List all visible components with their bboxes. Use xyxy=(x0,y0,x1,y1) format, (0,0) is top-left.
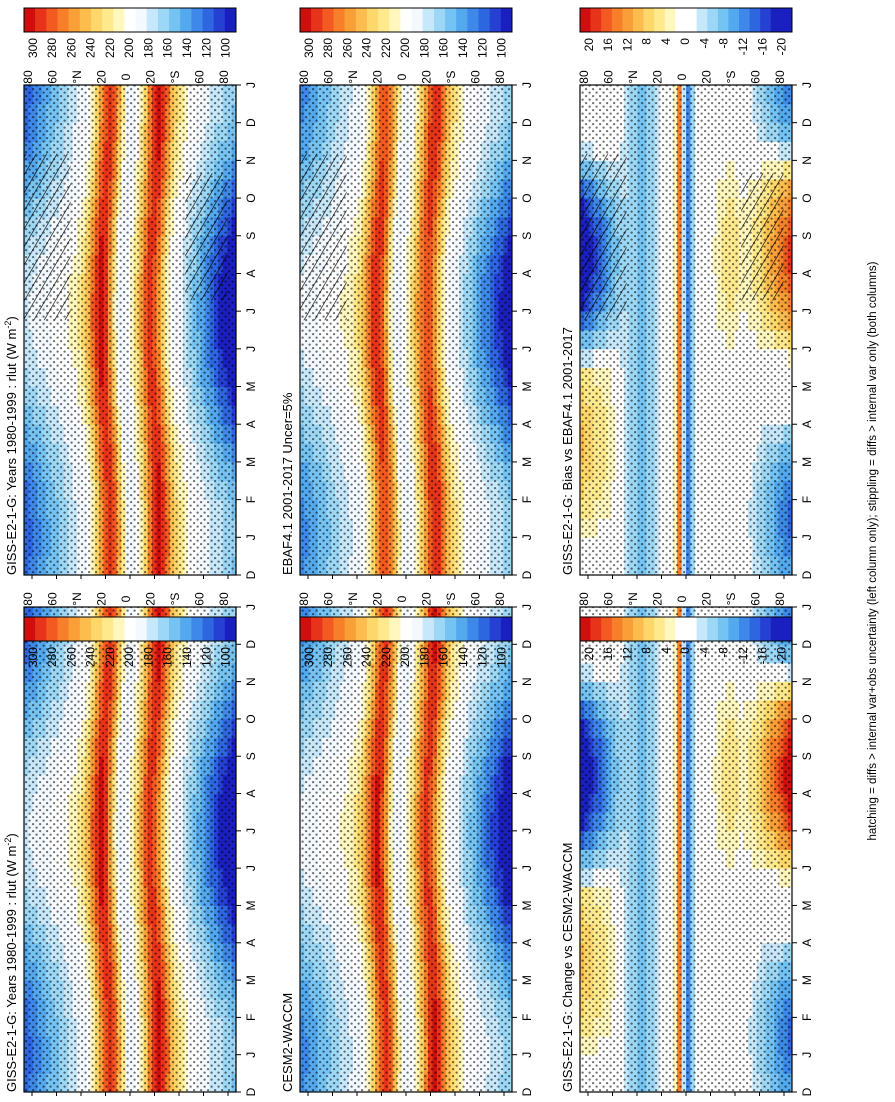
month-tick-label: J xyxy=(244,82,258,88)
panel-title-text: GISS-E2-1-G: Years 1980-1999 : rlut (W m xyxy=(4,846,19,1092)
panel-title: GISS-E2-1-G: Years 1980-1999 : rlut (W m… xyxy=(3,316,19,575)
month-tick-label: M xyxy=(520,457,534,467)
month-tick-label: D xyxy=(520,570,534,579)
lat-tick-label: 60 xyxy=(193,70,207,84)
lat-tick-label: 80 xyxy=(297,70,311,84)
panel-title-suffix: ) xyxy=(4,833,19,837)
month-tick-label: N xyxy=(244,677,258,686)
month-tick-label: J xyxy=(520,82,534,88)
month-tick-label: J xyxy=(244,308,258,314)
hatching-north xyxy=(24,153,71,321)
month-tick-label: O xyxy=(244,714,258,723)
month-tick-label: D xyxy=(244,1087,258,1096)
lat-tick-label: 80 xyxy=(217,70,231,84)
lat-tick-label: 60 xyxy=(46,70,60,84)
month-tick-label: J xyxy=(520,534,534,540)
lat-tick-label: 60 xyxy=(469,70,483,84)
lat-tick-label: 80 xyxy=(493,70,507,84)
month-tick-label: S xyxy=(520,232,534,240)
month-tick-label: J xyxy=(520,308,534,314)
month-tick-label: D xyxy=(520,118,534,127)
lat-tick-label: 60 xyxy=(322,70,336,84)
month-tick-label: A xyxy=(520,269,534,277)
lat-tick-label: 20 xyxy=(95,592,109,606)
panel-title: GISS-E2-1-G: Years 1980-1999 : rlut (W m… xyxy=(3,833,19,1092)
lat-tick-label: 80 xyxy=(21,592,35,606)
month-tick-label: D xyxy=(244,640,258,649)
heatmap-panel: D J F M A M J J A S O N D J 80 60 °N 20 0 20 °S 60 80 EBAF4.1 2… xyxy=(280,70,534,579)
lat-tick-label: 80 xyxy=(217,592,231,606)
month-tick-label: J xyxy=(520,346,534,352)
month-tick-label: J xyxy=(244,865,258,871)
lat-tick-label: °N xyxy=(70,70,84,83)
lat-tick-label: 80 xyxy=(21,70,35,84)
month-tick-label: J xyxy=(244,534,258,540)
panel-title-text: GISS-E2-1-G: Years 1980-1999 : rlut (W m xyxy=(4,329,19,575)
month-tick-label: A xyxy=(244,790,258,798)
month-tick-label: M xyxy=(244,457,258,467)
month-tick-label: S xyxy=(244,752,258,760)
month-tick-label: A xyxy=(520,420,534,428)
stippling xyxy=(24,607,236,1092)
month-tick-label: J xyxy=(244,604,258,610)
month-tick-label: N xyxy=(520,156,534,165)
lat-tick-label: 0 xyxy=(395,73,409,80)
heatmap-panel: D J F M A M J J A S O N D J 80 60 °N 20 0 20 °S 60 80 GISS-E2-1… xyxy=(3,70,258,579)
lat-tick-label: 60 xyxy=(193,592,207,606)
month-tick-label: J xyxy=(244,346,258,352)
month-tick-label: F xyxy=(244,496,258,503)
month-tick-label: O xyxy=(520,193,534,202)
month-tick-label: A xyxy=(244,269,258,277)
month-tick-label: N xyxy=(244,156,258,165)
month-tick-label: F xyxy=(244,1014,258,1021)
lat-tick-label: 60 xyxy=(46,592,60,606)
panel-title: EBAF4.1 2001-2017 Uncer=5% xyxy=(280,392,295,575)
month-tick-label: D xyxy=(244,118,258,127)
month-tick-label: J xyxy=(244,1052,258,1058)
lat-tick-label: °S xyxy=(168,71,182,84)
month-tick-label: J xyxy=(244,828,258,834)
month-tick-label: M xyxy=(244,900,258,910)
panel-title-units-exponent: -2 xyxy=(3,838,13,846)
month-tick-label: A xyxy=(244,939,258,947)
lat-tick-label: 20 xyxy=(95,70,109,84)
lat-tick-label: 20 xyxy=(144,70,158,84)
hatching-north xyxy=(300,153,347,321)
month-tick-label: M xyxy=(520,382,534,392)
panel-title-text: EBAF4.1 2001-2017 Uncer=5% xyxy=(280,392,295,575)
lat-tick-label: 0 xyxy=(119,73,133,80)
lat-tick-label: °N xyxy=(346,70,360,83)
month-tick-label: A xyxy=(244,420,258,428)
panel-title-suffix: ) xyxy=(4,316,19,320)
lat-tick-label: °S xyxy=(168,593,182,606)
month-tick-label: F xyxy=(520,496,534,503)
panel-title-units-exponent: -2 xyxy=(3,321,13,329)
month-tick-label: M xyxy=(244,382,258,392)
month-tick-label: S xyxy=(244,232,258,240)
hatching-south xyxy=(185,173,228,301)
month-tick-label: D xyxy=(244,570,258,579)
month-tick-label: M xyxy=(244,975,258,985)
lat-tick-label: 20 xyxy=(144,592,158,606)
month-tick-label: O xyxy=(244,193,258,202)
lat-tick-label: 20 xyxy=(420,70,434,84)
lat-tick-label: °S xyxy=(444,71,458,84)
lat-tick-label: 0 xyxy=(119,595,133,602)
lat-tick-label: °N xyxy=(70,592,84,605)
lat-tick-label: 20 xyxy=(371,70,385,84)
